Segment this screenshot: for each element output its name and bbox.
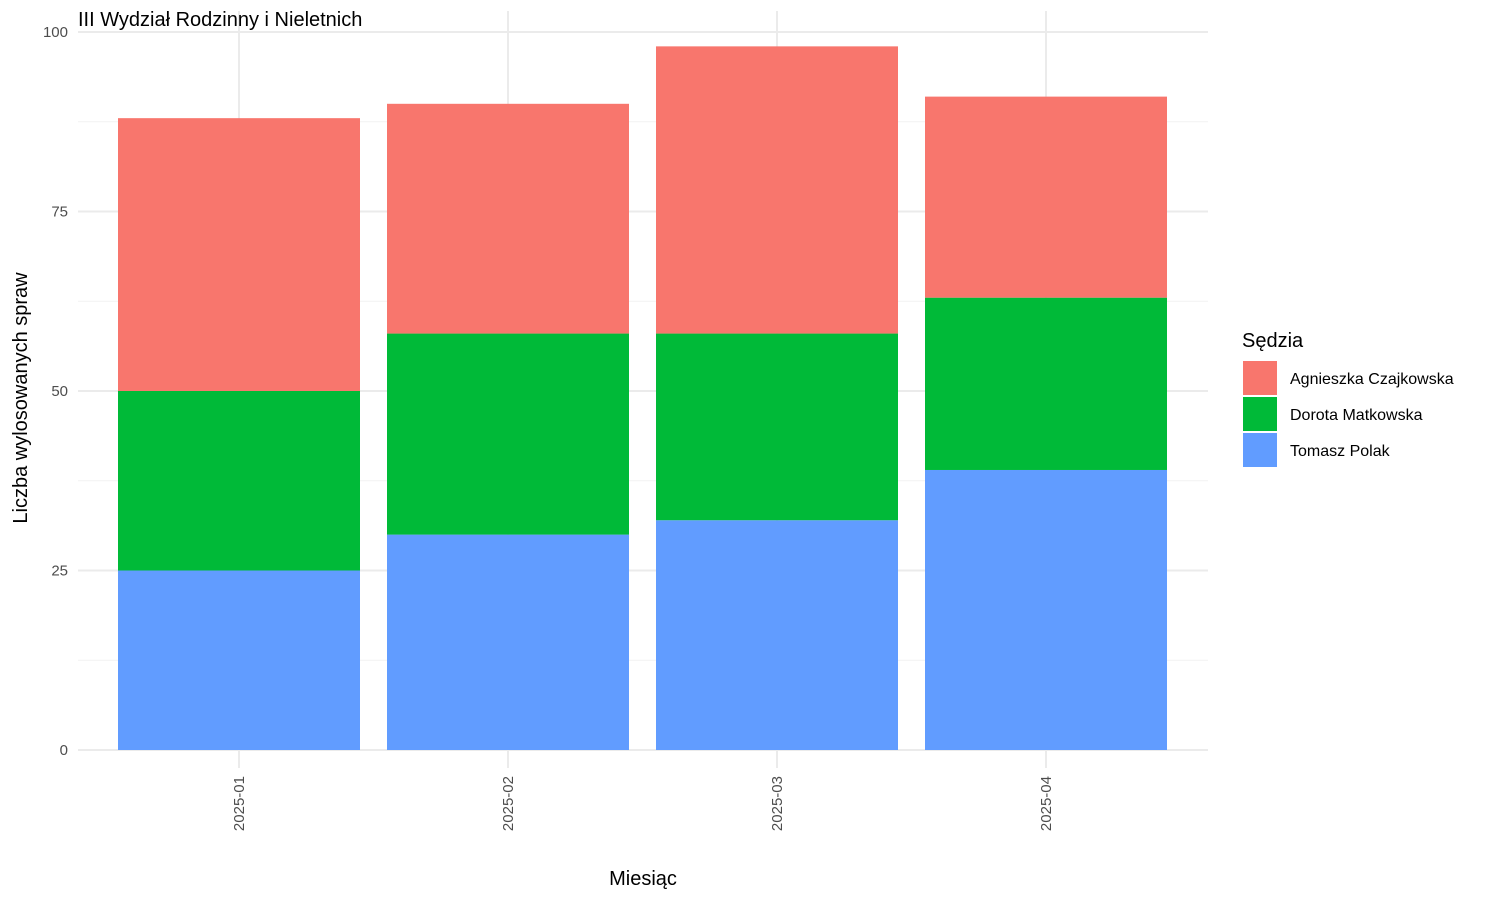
- y-tick-labels: 0 25 50 75 100: [43, 24, 68, 759]
- legend-swatch: [1243, 397, 1277, 431]
- bar-segment: [656, 46, 898, 334]
- legend-title: Sędzia: [1242, 330, 1304, 352]
- y-tick-label: 50: [51, 383, 68, 400]
- y-tick-label: 25: [51, 563, 68, 580]
- y-tick-label: 100: [43, 24, 68, 41]
- bar-segment: [118, 118, 360, 391]
- legend-items: Agnieszka Czajkowska Dorota Matkowska Toma…: [1243, 361, 1454, 467]
- y-tick-label: 0: [60, 742, 68, 759]
- y-tick-label: 75: [51, 204, 68, 221]
- legend-label: Agnieszka Czajkowska: [1290, 371, 1454, 388]
- legend-swatch: [1243, 361, 1277, 395]
- y-axis-label: Liczba wylosowanych spraw: [10, 272, 32, 524]
- legend-label: Dorota Matkowska: [1290, 407, 1423, 424]
- bars-layer: [118, 46, 1167, 750]
- legend-label: Tomasz Polak: [1290, 443, 1391, 460]
- x-axis-label: Miesiąc: [609, 868, 677, 890]
- x-tick-label: 2025-04: [1038, 776, 1055, 831]
- chart-title: III Wydział Rodzinny i Nieletnich: [78, 9, 362, 31]
- bar-segment: [925, 96, 1167, 298]
- legend-swatch: [1243, 433, 1277, 467]
- legend: Sędzia Agnieszka Czajkowska Dorota Matkow…: [1242, 330, 1454, 467]
- bar-segment: [387, 103, 629, 334]
- bar-segment: [387, 534, 629, 750]
- bar-segment: [656, 333, 898, 521]
- bar-segment: [925, 469, 1167, 750]
- x-tick-label: 2025-01: [231, 776, 248, 831]
- bar-segment: [387, 333, 629, 535]
- x-tick-label: 2025-02: [500, 776, 517, 831]
- bar-segment: [118, 570, 360, 750]
- x-tick-label: 2025-03: [769, 776, 786, 831]
- bar-segment: [656, 520, 898, 750]
- x-tick-labels: 2025-01 2025-02 2025-03 2025-04: [231, 776, 1055, 831]
- bar-segment: [118, 391, 360, 571]
- bar-segment: [925, 297, 1167, 470]
